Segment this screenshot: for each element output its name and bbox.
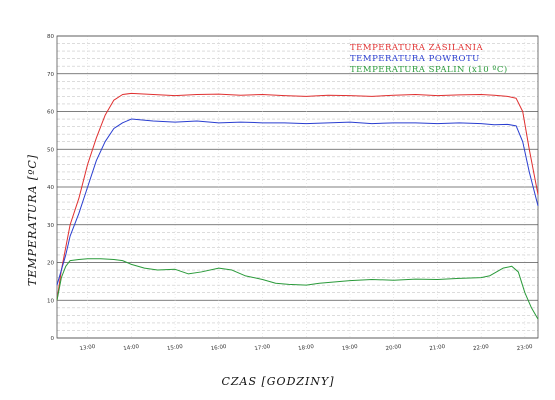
x-tick-label: 13:00 [79, 344, 96, 352]
series-line-3 [56, 258, 539, 320]
x-tick-label: 15:00 [167, 344, 184, 352]
y-tick-label: 30 [47, 223, 54, 229]
y-tick-label: 20 [47, 261, 54, 267]
x-axis-label: CZAS [GODZINY] [221, 375, 334, 388]
axes: 0 10 20 30 40 50 60 70 80 13:00 14:00 15:00 16:00 17:… [47, 34, 539, 352]
legend-entry-1: TEMPERATURA ZASILANIA [350, 43, 483, 53]
y-axis-label: TEMPERATURA [ºC] [26, 154, 39, 286]
x-tick-label: 19:00 [342, 344, 359, 352]
legend-entry-2: TEMPERATURA POWROTU [350, 54, 480, 64]
x-tick-label: 22:00 [473, 344, 490, 352]
x-tick-label: 23:00 [516, 344, 533, 352]
y-tick-label: 70 [47, 72, 54, 78]
x-tick-label: 17:00 [254, 344, 271, 352]
grid [57, 35, 538, 339]
x-tick-label: 18:00 [298, 344, 315, 352]
series-line-1 [56, 92, 539, 301]
series-line-2 [56, 118, 539, 286]
y-tick-label: 0 [51, 336, 55, 342]
legend-entry-3: TEMPERATURA SPALIN (x10 ºC) [350, 64, 508, 75]
x-tick-label: 21:00 [429, 344, 446, 352]
x-tick-label: 20:00 [385, 344, 402, 352]
y-tick-label: 80 [47, 34, 54, 40]
x-tick-label: 14:00 [123, 344, 140, 352]
y-tick-label: 60 [47, 110, 54, 116]
y-tick-label: 40 [47, 185, 54, 191]
plot-border [56, 35, 539, 339]
x-tick-label: 16:00 [210, 344, 227, 352]
y-tick-label: 50 [47, 147, 54, 153]
y-tick-label: 10 [47, 298, 54, 304]
series-layer [56, 92, 539, 320]
